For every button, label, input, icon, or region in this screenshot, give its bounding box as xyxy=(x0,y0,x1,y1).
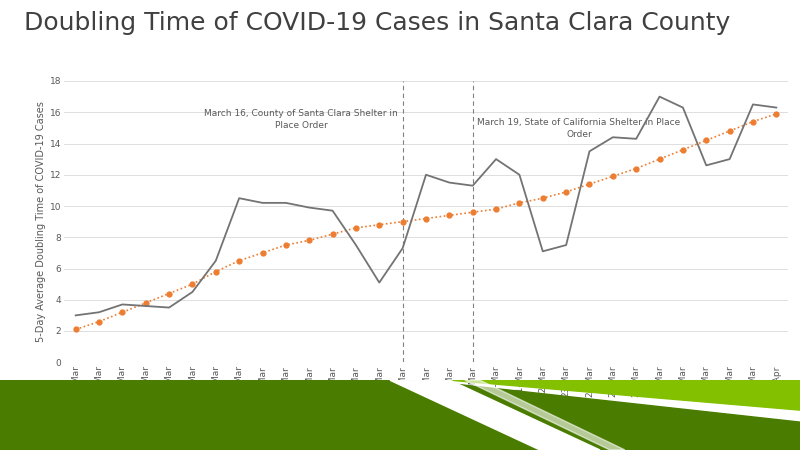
Polygon shape xyxy=(450,380,800,410)
Polygon shape xyxy=(0,380,800,450)
Text: March 16, County of Santa Clara Shelter in
Place Order: March 16, County of Santa Clara Shelter … xyxy=(204,109,398,130)
Polygon shape xyxy=(390,380,600,450)
Polygon shape xyxy=(465,380,625,450)
Text: Doubling Time of COVID-19 Cases in Santa Clara County: Doubling Time of COVID-19 Cases in Santa… xyxy=(24,11,730,35)
Y-axis label: 5-Day Average Doubling Time of COVID-19 Cases: 5-Day Average Doubling Time of COVID-19 … xyxy=(35,101,46,342)
Text: 5: 5 xyxy=(11,53,19,65)
Text: March 19, State of California Shelter in Place
Order: March 19, State of California Shelter in… xyxy=(478,118,681,140)
